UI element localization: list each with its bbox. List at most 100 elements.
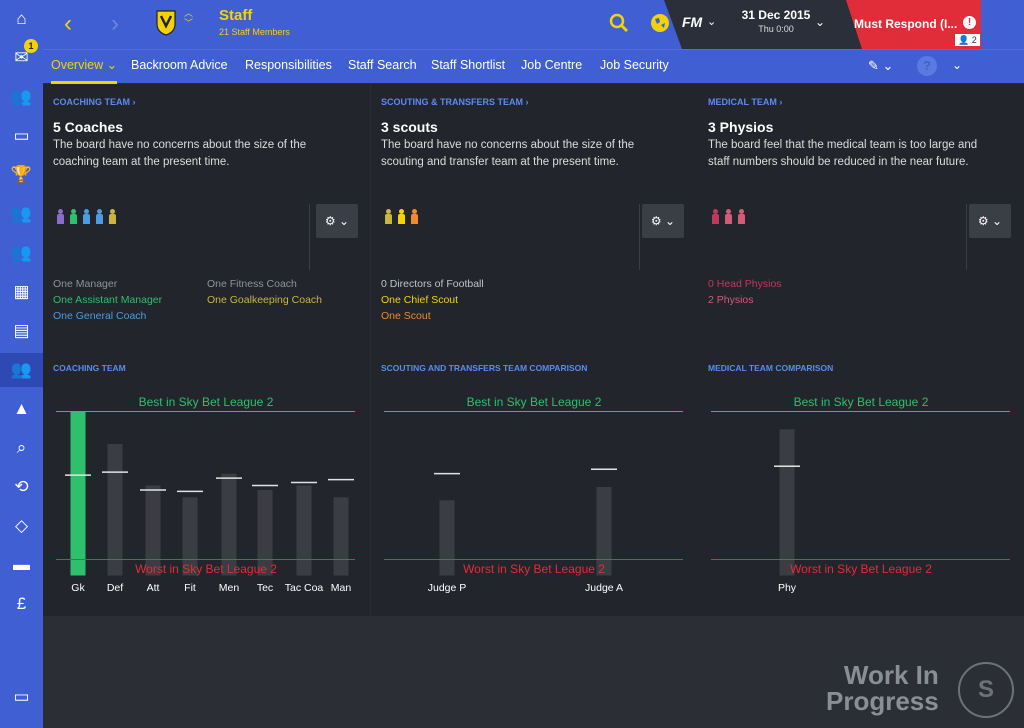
club-vision-icon: ◇ [14, 516, 29, 535]
sidebar-item-schedule[interactable]: ▭ [0, 119, 43, 153]
sidebar-item-training[interactable]: ▤ [0, 314, 43, 348]
squad-icon: 👥 [10, 87, 33, 106]
date-display[interactable]: 31 Dec 2015 Thu 0:00 [731, 8, 821, 34]
date-chevron-icon[interactable]: ⌄ [815, 15, 826, 29]
role-count: One Assistant Manager [53, 294, 163, 306]
tab-job-centre[interactable]: Job Centre [521, 58, 583, 72]
comparison-title: COACHING TEAM [53, 363, 126, 373]
tab-staff-search[interactable]: Staff Search [348, 58, 417, 72]
section-header-link[interactable]: MEDICAL TEAM › [708, 97, 782, 107]
must-respond-label[interactable]: Must Respond (I... [854, 17, 958, 31]
search-icon: ⌕ [16, 438, 27, 457]
role-count: One Fitness Coach [207, 278, 297, 290]
more-chevron-icon[interactable]: ⌄ [952, 58, 963, 72]
category-label: Man [331, 582, 352, 594]
u18-squad-icon: 👥 [10, 243, 33, 262]
watermark-line-1: Work In [843, 660, 939, 690]
u21-squad-icon: 👥 [10, 204, 33, 223]
trophy-icon: 🏆 [10, 165, 33, 184]
club-switch-chevron-icon[interactable]: ︿ ﹀ [184, 8, 194, 28]
staff-options-button[interactable]: ⚙ ⌄ [969, 204, 1011, 238]
bar-judge-a [596, 486, 612, 576]
comparison-chart: Best in Sky Bet League 2 Phy Worst in Sky … [711, 395, 1010, 594]
help-icon[interactable]: ? [917, 56, 937, 76]
board-comment: The board feel that the medical team is … [708, 139, 978, 168]
tab-overview[interactable]: Overview ⌄ [51, 50, 118, 84]
fm-menu-area [664, 0, 884, 49]
fm-chevron-icon[interactable]: ⌄ [707, 16, 717, 28]
coaching-team-column: COACHING TEAM › 5 Coaches The board have… [43, 84, 370, 616]
sidebar-item-squad[interactable]: 👥 [0, 80, 43, 114]
club-crest-icon[interactable] [156, 10, 176, 36]
forward-arrow-icon[interactable]: › [111, 10, 119, 37]
fm-logo[interactable]: FM [682, 14, 703, 30]
category-label: Tac Coa [285, 582, 324, 594]
current-time: Thu 0:00 [758, 24, 794, 34]
category-label: Men [219, 582, 240, 594]
watermark: Work In Progress [826, 662, 939, 714]
worst-in-league-label: Worst in Sky Bet League 2 [463, 562, 605, 576]
bar-tac-coa [296, 485, 312, 576]
person-icon [83, 209, 90, 225]
bar-gk [70, 411, 86, 576]
pencil-icon[interactable]: ✎ ⌄ [868, 58, 894, 73]
sidebar-item-club-vision[interactable]: ◇ [0, 509, 43, 543]
best-in-league-label: Best in Sky Bet League 2 [467, 395, 602, 409]
bar-att [145, 485, 161, 576]
section-header-link[interactable]: COACHING TEAM › [53, 97, 136, 107]
sidebar-item-staff[interactable]: 👥 [0, 353, 43, 387]
tab-job-security[interactable]: Job Security [600, 58, 669, 72]
inbox-icon: ✉ [14, 48, 29, 67]
tab-staff-shortlist[interactable]: Staff Shortlist [431, 58, 506, 72]
role-count: 2 Physios [708, 294, 754, 306]
section-header-link[interactable]: SCOUTING & TRANSFERS TEAM › [381, 97, 529, 107]
person-icon [70, 209, 77, 225]
sidebar-item-finances[interactable]: £ [0, 587, 43, 621]
search-icon[interactable] [608, 12, 630, 34]
category-label: Judge P [428, 582, 467, 594]
sidebar-item-inbox[interactable]: ✉ 1 [0, 39, 43, 75]
bar-men [221, 473, 237, 576]
person-icon [725, 209, 732, 225]
category-label: Att [147, 582, 160, 594]
bar-phy [779, 429, 795, 576]
calendar-icon: ▭ [13, 126, 30, 145]
staff-count: 3 Physios [708, 119, 774, 135]
comparison-title: MEDICAL TEAM COMPARISON [708, 363, 834, 373]
person-icon [385, 209, 392, 225]
tab-backroom-advice[interactable]: Backroom Advice [131, 58, 228, 72]
staff-figures [385, 209, 418, 227]
page-subtitle: 21 Staff Members [219, 27, 290, 37]
staff-figures [712, 209, 745, 227]
staff-options-button[interactable]: ⚙ ⌄ [642, 204, 684, 238]
sidebar-item-tactics[interactable]: ▦ [0, 275, 43, 309]
sidebar-item-scouting[interactable]: ⌕ [0, 431, 43, 465]
current-date: 31 Dec 2015 [741, 8, 811, 22]
role-count: One Scout [381, 310, 431, 322]
category-label: Tec [257, 582, 273, 594]
back-arrow-icon[interactable]: ‹ [64, 10, 72, 37]
sidebar-item-board[interactable]: ▬ [0, 548, 43, 582]
sidebar-item-u21[interactable]: 👥 [0, 197, 43, 231]
bar-def [107, 444, 123, 576]
home-icon: ⌂ [16, 9, 27, 28]
staff-icon: 👥 [10, 360, 33, 379]
medical-team-column: MEDICAL TEAM › 3 Physios The board feel … [698, 84, 1024, 616]
category-label: Def [107, 582, 123, 594]
tab-bar: Overview ⌄ Backroom Advice Responsibilitie… [43, 49, 1024, 84]
sidebar-item-competitions[interactable]: 🏆 [0, 158, 43, 192]
sidebar-item-medical[interactable]: ▲ [0, 392, 43, 426]
sidebar-item-u18[interactable]: 👥 [0, 236, 43, 270]
tab-responsibilities[interactable]: Responsibilities [245, 58, 332, 72]
staff-options-button[interactable]: ⚙ ⌄ [316, 204, 358, 238]
staff-count: 5 Coaches [53, 119, 124, 135]
bar-tec [257, 489, 273, 576]
sidebar-item-transfers[interactable]: ⟲ [0, 470, 43, 504]
sidebar-item-home[interactable]: ⌂ [0, 2, 43, 36]
transfers-icon: ⟲ [14, 477, 29, 496]
person-icon [712, 209, 719, 225]
staff-count: 3 scouts [381, 119, 438, 135]
divider [309, 204, 310, 270]
section-header-label: COACHING TEAM [53, 97, 130, 107]
